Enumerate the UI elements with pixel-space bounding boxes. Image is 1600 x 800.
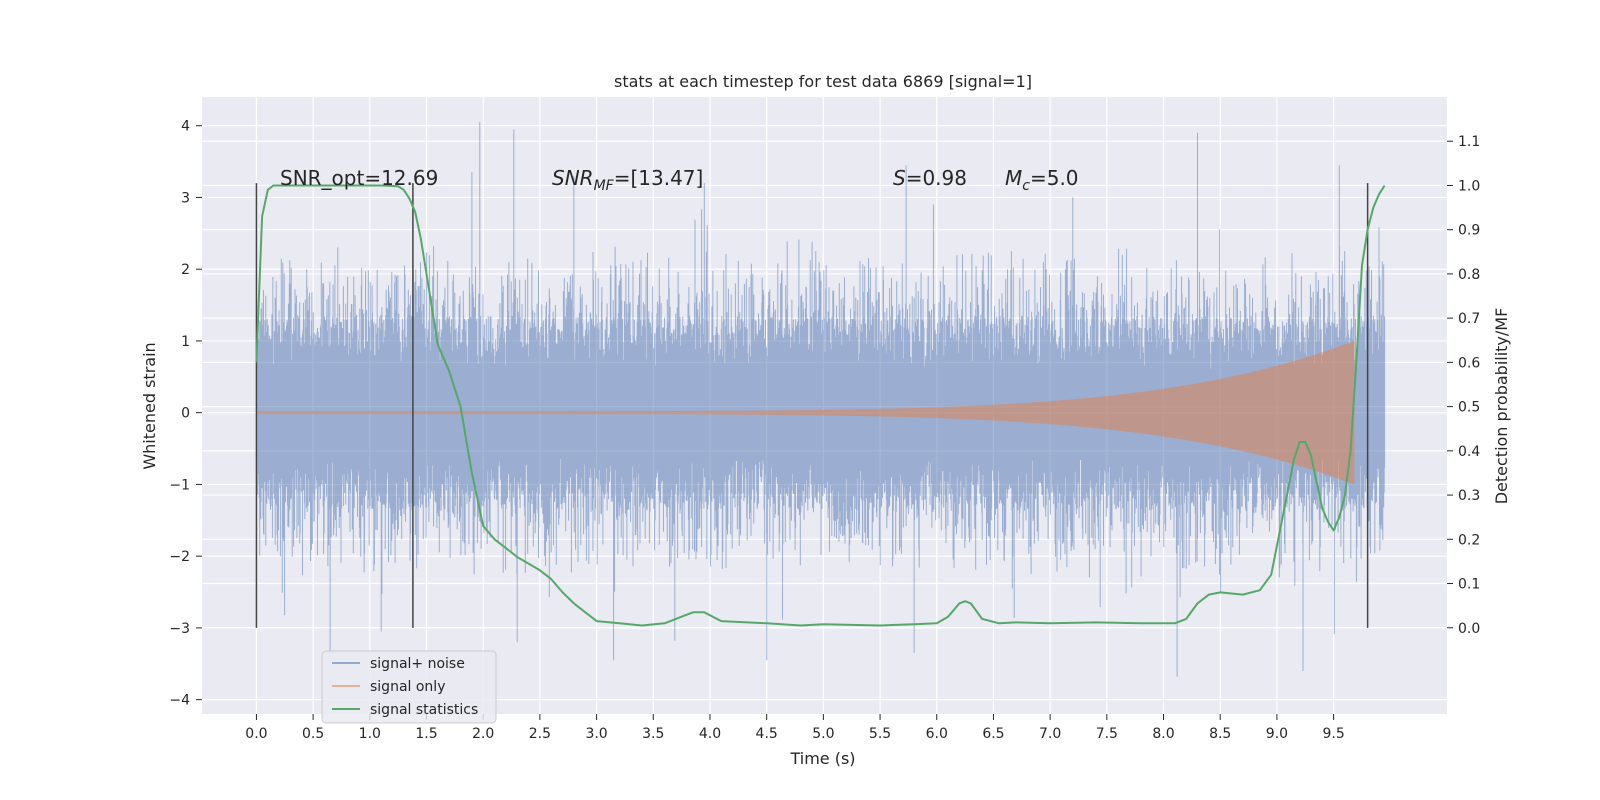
x-tick-label: 6.5 — [982, 726, 1004, 742]
x-tick-label: 7.0 — [1039, 726, 1061, 742]
y-right-tick-label: 0.1 — [1458, 577, 1480, 593]
x-tick-label: 1.0 — [359, 726, 381, 742]
x-axis-label: Time (s) — [789, 749, 855, 768]
legend-label-signal-only: signal only — [370, 679, 445, 695]
y-left-tick-label: −4 — [169, 693, 190, 709]
y-right-tick-label: 1.1 — [1458, 134, 1480, 150]
y-right-tick-label: 0.7 — [1458, 311, 1480, 327]
x-tick-label: 2.0 — [472, 726, 494, 742]
y-left-tick-label: −1 — [169, 477, 190, 493]
y-right-tick-label: 0.5 — [1458, 400, 1480, 416]
y-left-tick-label: −2 — [169, 549, 190, 565]
legend: signal+ noise signal only signal statist… — [321, 650, 497, 724]
x-axis: 0.0 0.5 1.0 1.5 2.0 2.5 3.0 3.5 4.0 4.5 5.0 5.5 6.0 6… — [245, 714, 1345, 742]
x-tick-label: 0.5 — [302, 726, 324, 742]
y-left-tick-label: 2 — [181, 262, 190, 278]
annotation-s-main: S — [893, 166, 906, 190]
x-tick-label: 9.5 — [1322, 726, 1344, 742]
annotation-s: S=0.98 — [893, 166, 967, 190]
x-tick-label: 3.0 — [585, 726, 607, 742]
y-left-tick-label: 3 — [181, 190, 190, 206]
y-left-tick-label: −3 — [169, 621, 190, 637]
y-axis-left-label: Whitened strain — [140, 342, 159, 469]
x-tick-label: 5.0 — [812, 726, 834, 742]
y-right-tick-label: 0.9 — [1458, 223, 1480, 239]
y-right-tick-label: 0.0 — [1458, 621, 1480, 637]
annotation-mc-sub: c — [1022, 178, 1030, 194]
y-axis-right-label: Detection probability/MF — [1492, 308, 1511, 505]
y-right-tick-label: 0.6 — [1458, 355, 1480, 371]
y-left-tick-label: 1 — [181, 334, 190, 350]
x-tick-label: 6.0 — [926, 726, 948, 742]
annotation-snr-mf-sub: MF — [594, 178, 615, 194]
vertical-markers — [255, 183, 1369, 628]
annotation-mc-value: =5.0 — [1030, 166, 1079, 190]
annotation-snr-mf: SNRMF=[13.47] — [552, 166, 703, 194]
x-tick-label: 3.5 — [642, 726, 664, 742]
chart-title: stats at each timestep for test data 686… — [614, 72, 1032, 91]
x-tick-label: 4.0 — [699, 726, 721, 742]
y-axis-left: 4 3 2 1 0 −1 −2 −3 −4 — [169, 119, 202, 709]
annotation-snr-mf-value: =[13.47] — [614, 166, 704, 190]
annotation-s-value: =0.98 — [906, 166, 967, 190]
y-right-tick-label: 0.3 — [1458, 488, 1480, 504]
y-right-tick-label: 0.8 — [1458, 267, 1480, 283]
legend-box — [321, 650, 497, 724]
y-axis-right: 1.1 1.0 0.9 0.8 0.7 0.6 0.5 0.4 0.3 0.2 0.1 0.0 — [1447, 134, 1480, 637]
series-signal-statistics — [255, 184, 1386, 627]
y-right-tick-label: 1.0 — [1458, 178, 1480, 194]
y-right-tick-label: 0.2 — [1458, 532, 1480, 548]
annotation-snr-mf-main: SNR — [552, 166, 594, 190]
annotation-snr-opt: SNR_opt=12.69 — [280, 166, 438, 190]
annotation-mc-main: M — [1005, 166, 1022, 190]
x-tick-label: 2.5 — [529, 726, 551, 742]
y-left-tick-label: 0 — [181, 406, 190, 422]
x-tick-label: 9.0 — [1266, 726, 1288, 742]
signal-statistics-line — [255, 184, 1386, 627]
annotation-mc: Mc=5.0 — [1005, 166, 1079, 194]
x-tick-label: 1.5 — [415, 726, 437, 742]
x-tick-label: 5.5 — [869, 726, 891, 742]
legend-label-signal-statistics: signal statistics — [370, 702, 478, 718]
x-tick-label: 8.0 — [1152, 726, 1174, 742]
x-tick-label: 7.5 — [1096, 726, 1118, 742]
x-tick-label: 8.5 — [1209, 726, 1231, 742]
y-right-tick-label: 0.4 — [1458, 444, 1480, 460]
y-left-tick-label: 4 — [181, 119, 190, 135]
x-tick-label: 4.5 — [756, 726, 778, 742]
legend-label-signal-noise: signal+ noise — [370, 656, 465, 672]
x-tick-label: 0.0 — [245, 726, 267, 742]
